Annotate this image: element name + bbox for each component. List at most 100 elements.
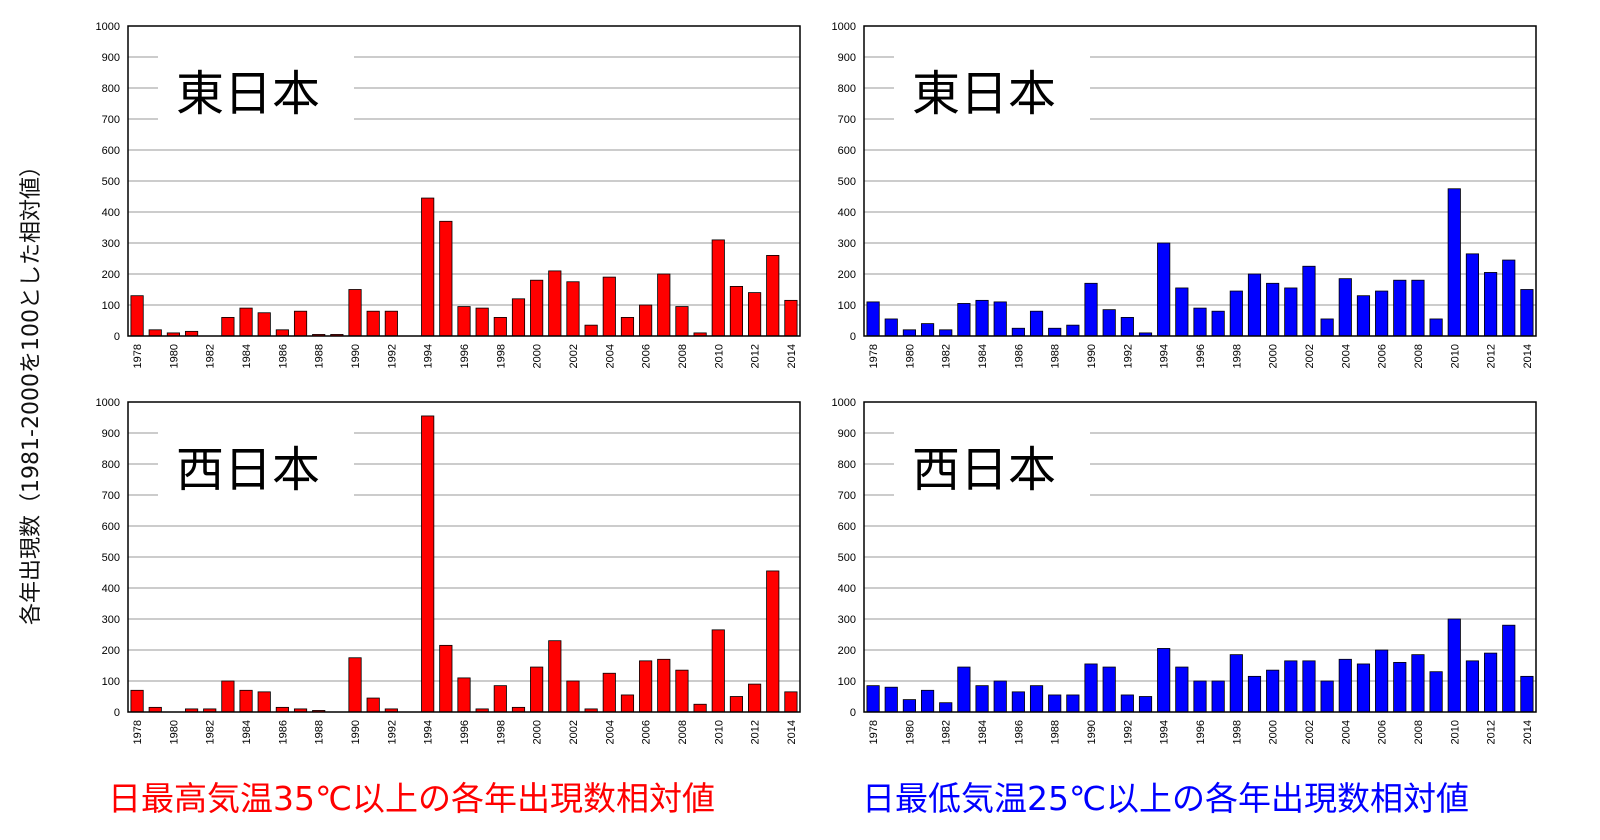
x-tick-label: 1994: [423, 344, 435, 368]
bar-1997: [1211, 680, 1225, 713]
bar-1981: [920, 689, 935, 713]
x-tick-label: 2010: [1449, 720, 1461, 744]
bar-1993: [1138, 696, 1153, 713]
bar-2009: [1429, 318, 1443, 337]
x-tick-label: 1992: [1122, 720, 1134, 744]
y-tick-labels: 0 100 200 300 400 500 600 700 800 900 1000: [96, 21, 120, 343]
bar-2012: [1484, 272, 1498, 337]
y-tick-label: 400: [838, 207, 856, 219]
y-tick-label: 200: [102, 645, 120, 657]
y-tick-label: 800: [838, 459, 856, 471]
x-tick-label: 1982: [205, 344, 217, 368]
y-tick-label: 700: [102, 114, 120, 126]
y-tick-label: 400: [102, 207, 120, 219]
x-tick-label: 1982: [205, 720, 217, 744]
y-tick-label: 700: [102, 490, 120, 502]
y-tick-label: 200: [838, 645, 856, 657]
bar-1978: [130, 689, 144, 713]
bar-2007: [657, 273, 671, 337]
chart-east-japan-min-temp: 0 100 200 300 400 500 600 700 800 900 1000 1978 1980…: [816, 12, 1546, 382]
y-tick-label: 0: [850, 707, 856, 719]
bar-2002: [566, 680, 580, 713]
bar-1998: [493, 316, 507, 337]
region-title-backdrop: [894, 428, 1090, 508]
chart-svg: 0 100 200 300 400 500 600 700 800 900 1000 1978 1980…: [832, 397, 1537, 744]
bar-1982: [939, 702, 953, 713]
y-tick-label: 700: [838, 114, 856, 126]
x-tick-label: 1982: [941, 720, 953, 744]
y-tick-label: 600: [838, 521, 856, 533]
bar-2008: [675, 669, 689, 713]
x-tick-label: 1996: [1195, 344, 1207, 368]
y-tick-label: 300: [838, 614, 856, 626]
x-tick-label: 1984: [977, 344, 989, 368]
x-tick-label: 1986: [1013, 344, 1025, 368]
x-tick-label: 1984: [241, 344, 253, 368]
bar-1994: [1157, 648, 1171, 713]
plot-frame: [127, 401, 801, 713]
x-tick-label: 1978: [132, 720, 144, 744]
bar-2003: [1320, 680, 1334, 713]
bar-1990: [1084, 282, 1098, 337]
bar-1983: [221, 316, 235, 337]
x-tick-label: 2000: [1268, 720, 1280, 744]
bar-2000: [530, 666, 544, 713]
y-tick-label: 800: [838, 83, 856, 95]
y-tick-label: 200: [102, 269, 120, 281]
x-tick-label: 2000: [532, 720, 544, 744]
bar-2002: [566, 281, 580, 337]
bar-2007: [657, 658, 671, 713]
bar-2005: [1356, 295, 1371, 337]
x-tick-label: 2010: [713, 344, 725, 368]
bar-1986: [1011, 327, 1025, 337]
bar-1983: [957, 303, 971, 337]
bar-2005: [620, 316, 635, 337]
bar-2009: [693, 703, 707, 713]
bar-2010: [711, 239, 725, 337]
bar-1989: [1066, 694, 1080, 713]
bar-2004: [602, 672, 616, 713]
x-tick-label: 1978: [868, 344, 880, 368]
bar-2002: [1302, 660, 1316, 713]
bar-1999: [1247, 273, 1262, 337]
x-tick-label: 1998: [1231, 720, 1243, 744]
x-tick-label: 2000: [532, 344, 544, 368]
chart-svg: 0 100 200 300 400 500 600 700 800 900 1000 1978 1980…: [96, 397, 801, 744]
x-tick-label: 2014: [786, 344, 798, 368]
x-tick-label: 2002: [568, 344, 580, 368]
bar-1996: [457, 677, 471, 713]
bar-1981: [920, 323, 935, 337]
bar-1990: [348, 289, 362, 337]
x-tick-label: 2008: [677, 344, 689, 368]
chart-east-japan-max-temp: 0 100 200 300 400 500 600 700 800 900 1000 1978 1980…: [80, 12, 810, 382]
bar-1983: [221, 680, 235, 713]
bars: [130, 415, 798, 713]
bar-1996: [1193, 307, 1207, 337]
plot-frame: [863, 25, 1537, 337]
bar-1995: [1175, 666, 1189, 713]
bar-2010: [1447, 188, 1461, 337]
x-tick-label: 1982: [941, 344, 953, 368]
x-tick-label: 1996: [1195, 720, 1207, 744]
bars: [866, 188, 1534, 337]
region-title-text: 東日本: [912, 66, 1056, 122]
x-tick-label: 2012: [1486, 720, 1498, 744]
x-tick-label: 1996: [459, 720, 471, 744]
bar-2007: [1393, 279, 1407, 337]
bar-1994: [1157, 242, 1171, 337]
bar-2011: [1465, 660, 1480, 713]
x-tick-label: 1980: [168, 720, 180, 744]
bar-1985: [257, 691, 271, 713]
bar-1984: [975, 299, 989, 337]
y-tick-label: 100: [838, 300, 856, 312]
bar-1979: [884, 318, 898, 337]
x-tick-label: 1988: [1050, 720, 1062, 744]
y-tick-label: 800: [102, 83, 120, 95]
x-tick-label: 2006: [641, 720, 653, 744]
y-tick-label: 100: [838, 676, 856, 688]
bar-2008: [1411, 279, 1425, 337]
plot-frame: [863, 401, 1537, 713]
y-tick-label: 300: [838, 238, 856, 250]
bar-1979: [148, 329, 162, 337]
x-tick-label: 2010: [713, 720, 725, 744]
